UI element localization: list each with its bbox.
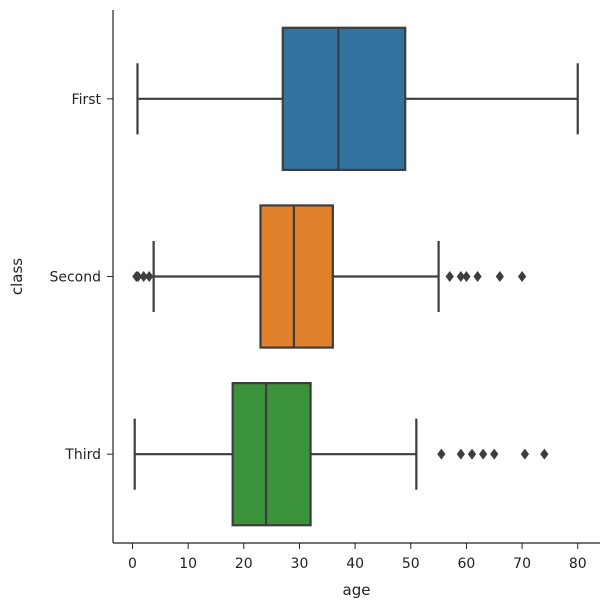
outlier-point: [517, 271, 527, 282]
outlier-point: [495, 271, 504, 282]
x-tick-label: 30: [291, 556, 309, 572]
boxes: [132, 26, 579, 527]
box-group-first: [136, 26, 579, 171]
outlier-point: [462, 271, 471, 282]
x-axis-label: age: [343, 581, 371, 599]
box-group-third: [133, 382, 549, 527]
x-axis-ticks: 0 10 20 30 40 50 60 70 80: [128, 543, 587, 572]
x-tick-label: 0: [128, 556, 137, 572]
x-tick-label: 20: [235, 556, 253, 572]
outlier-point: [467, 448, 477, 460]
outlier-point: [478, 448, 488, 460]
box-group-second: [132, 204, 527, 349]
outlier-point: [540, 448, 549, 460]
x-tick-label: 50: [402, 556, 420, 572]
y-tick-label: Third: [64, 447, 101, 463]
outlier-point: [473, 271, 482, 282]
y-axis-ticks: First Second Third: [49, 92, 113, 463]
iqr-box: [259, 204, 334, 349]
outlier-point: [520, 448, 529, 460]
y-axis-label: class: [8, 258, 26, 295]
x-tick-label: 40: [346, 556, 364, 572]
outlier-point: [445, 271, 454, 282]
iqr-box: [231, 382, 312, 527]
outlier-point: [456, 271, 465, 282]
outlier-point: [133, 271, 143, 282]
iqr-box: [281, 26, 407, 171]
x-tick-label: 10: [179, 556, 197, 572]
y-tick-label: Second: [49, 270, 101, 286]
outlier-point: [139, 271, 148, 282]
outlier-point: [145, 271, 154, 282]
axes: 0 10 20 30 40 50 60 70 80 First Second Third: [49, 10, 600, 572]
x-tick-label: 70: [513, 556, 531, 572]
outlier-point: [456, 448, 465, 460]
x-tick-label: 60: [458, 556, 476, 572]
outlier-point: [437, 448, 446, 460]
y-tick-label: First: [72, 92, 102, 108]
outlier-point: [490, 448, 499, 460]
x-tick-label: 80: [569, 556, 587, 572]
